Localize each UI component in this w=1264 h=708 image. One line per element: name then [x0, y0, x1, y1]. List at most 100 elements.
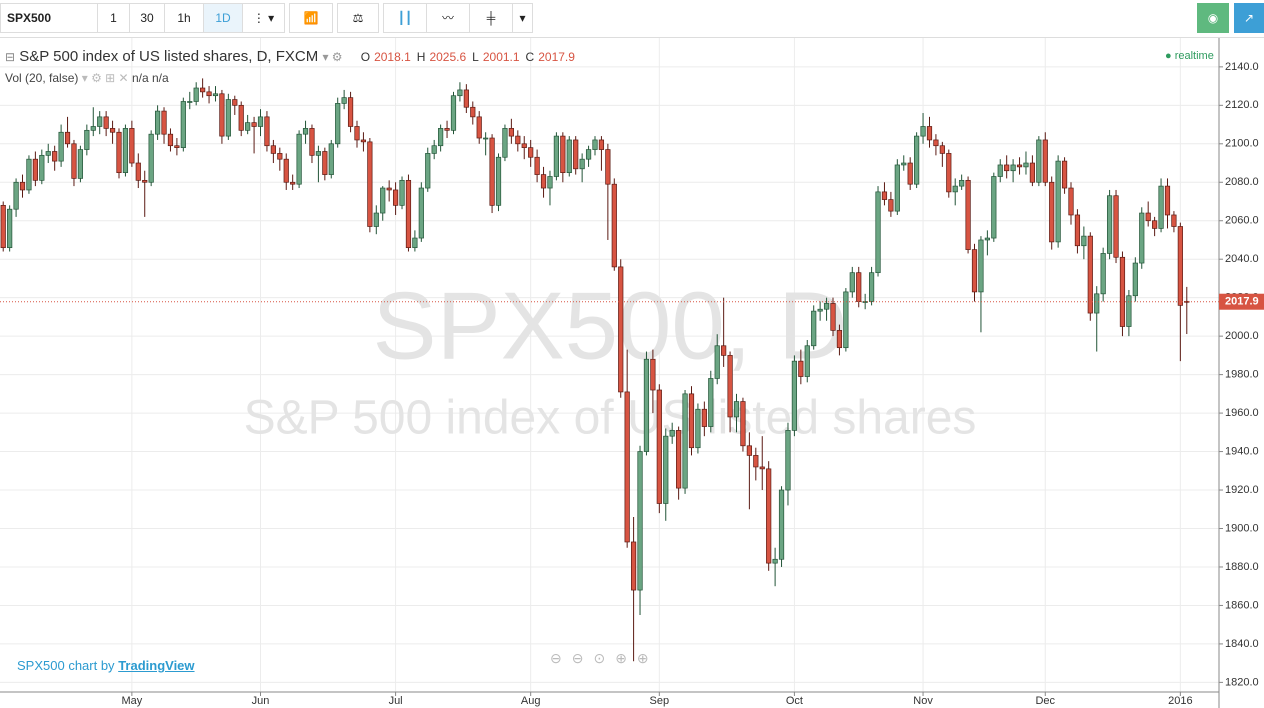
x-tick-label: Nov [913, 695, 933, 707]
candle-body [200, 87, 206, 93]
more-button[interactable]: ⋮ ▾ [242, 3, 285, 33]
candle-body [695, 408, 701, 449]
candle-body [219, 93, 225, 137]
candle-body [1106, 195, 1113, 254]
y-tick-label: 1920.0 [1225, 484, 1259, 496]
interval[interactable]: 1h [164, 3, 204, 33]
candle-body [1119, 256, 1126, 327]
x-tick-label: 2016 [1168, 695, 1192, 707]
interval[interactable]: 1D [203, 3, 243, 33]
candle-body [598, 139, 605, 150]
candle-body [245, 122, 251, 131]
footer-link[interactable]: TradingView [118, 658, 195, 673]
candle-body [142, 179, 148, 183]
candle-body [161, 110, 167, 135]
candle-body [746, 445, 752, 456]
candle-body [534, 156, 540, 175]
indicator-icons[interactable]: ▾ ⚙ ⊞ ✕ [81, 71, 129, 85]
candle-body [283, 158, 289, 183]
candle-body [187, 101, 193, 103]
candle-body [1042, 139, 1048, 183]
candle-body [669, 430, 675, 437]
candle-body [450, 95, 457, 131]
candle-body [901, 162, 907, 166]
candle-body [418, 187, 424, 239]
candle-body [1100, 253, 1106, 295]
candle-body [1016, 164, 1023, 168]
candle-body [232, 99, 238, 106]
y-tick-label: 1940.0 [1225, 445, 1259, 457]
candle-body [315, 151, 322, 156]
candle-body [1010, 164, 1016, 172]
candle-body [476, 116, 482, 139]
status-text: realtime [1174, 50, 1214, 62]
y-tick-label: 1880.0 [1225, 561, 1259, 573]
y-tick-label: 1840.0 [1225, 638, 1259, 650]
candle-body [547, 176, 553, 189]
watermark: S&P 500 index of US listed shares [244, 392, 977, 445]
candle-body [984, 237, 990, 241]
candle-body [270, 145, 276, 154]
ohlc-value: 2025.6 [429, 50, 467, 64]
ohlc-label: H [416, 50, 426, 64]
indicator-name: Vol (20, false) [5, 71, 79, 85]
candle-body [1139, 212, 1145, 264]
price-label-box [1219, 293, 1264, 310]
toolbar: SPX500 1 30 1h 1D ⋮ ▾ 📶 ⚖ ┃┃ 〰 ╪ ▾ ◉ ↗ [0, 0, 1264, 38]
x-tick-label: May [121, 695, 142, 707]
candle-body [753, 455, 759, 468]
candle-body [862, 301, 868, 303]
candle-body [1158, 185, 1164, 229]
bars-button[interactable]: ╪ [469, 3, 513, 33]
candle-body [1061, 160, 1068, 189]
candle-body [1049, 181, 1055, 243]
candle-body [926, 126, 933, 141]
interval[interactable]: 30 [129, 3, 165, 33]
popout-button[interactable]: ↗ [1234, 3, 1264, 33]
collapse-icon[interactable]: ⊟ [5, 50, 16, 64]
candle-body [264, 116, 270, 147]
nav-buttons[interactable]: ⊖⊖⊙⊕⊕ [550, 650, 659, 666]
ohlc-label: L [472, 50, 479, 64]
dropdown[interactable]: ▾ ⚙ [322, 50, 343, 64]
indicators-button[interactable]: 📶 [289, 3, 333, 33]
candle-body [1132, 262, 1138, 297]
y-tick-label: 1960.0 [1225, 407, 1259, 419]
candle-body [553, 135, 560, 177]
candle-body [933, 139, 939, 147]
candle-body [843, 291, 849, 349]
candle-body [52, 151, 58, 162]
interval[interactable]: 1 [97, 3, 130, 33]
candle-body [798, 360, 804, 377]
candle-body [817, 308, 823, 312]
candle-body [502, 128, 508, 158]
dropdown[interactable]: ▾ [512, 3, 533, 33]
candle-body [643, 358, 650, 452]
candle-body [64, 131, 71, 145]
candle-body [225, 99, 231, 137]
candle-body [978, 239, 984, 293]
candle-body [412, 237, 418, 249]
candle-body [605, 149, 611, 185]
compare-button[interactable]: ⚖ [337, 3, 379, 33]
candle-body [438, 128, 444, 147]
y-tick-label: 1820.0 [1225, 676, 1259, 688]
candle-body [811, 310, 817, 347]
candle-body [830, 303, 836, 331]
symbol-box[interactable]: SPX500 [0, 3, 98, 33]
snapshot-button[interactable]: ◉ [1197, 3, 1229, 33]
candle-body [0, 204, 6, 249]
candle-body [914, 135, 920, 185]
candle-body [701, 408, 707, 427]
candle-body [180, 101, 186, 148]
candle-body [971, 249, 978, 293]
candle-body [309, 128, 315, 156]
candle-body [251, 122, 257, 127]
candle-body [785, 430, 791, 491]
ohlc-label: C [525, 50, 535, 64]
candle-body [444, 128, 450, 131]
line-button[interactable]: 〰 [426, 3, 470, 33]
candle-body [58, 131, 64, 162]
candles-button[interactable]: ┃┃ [383, 3, 427, 33]
